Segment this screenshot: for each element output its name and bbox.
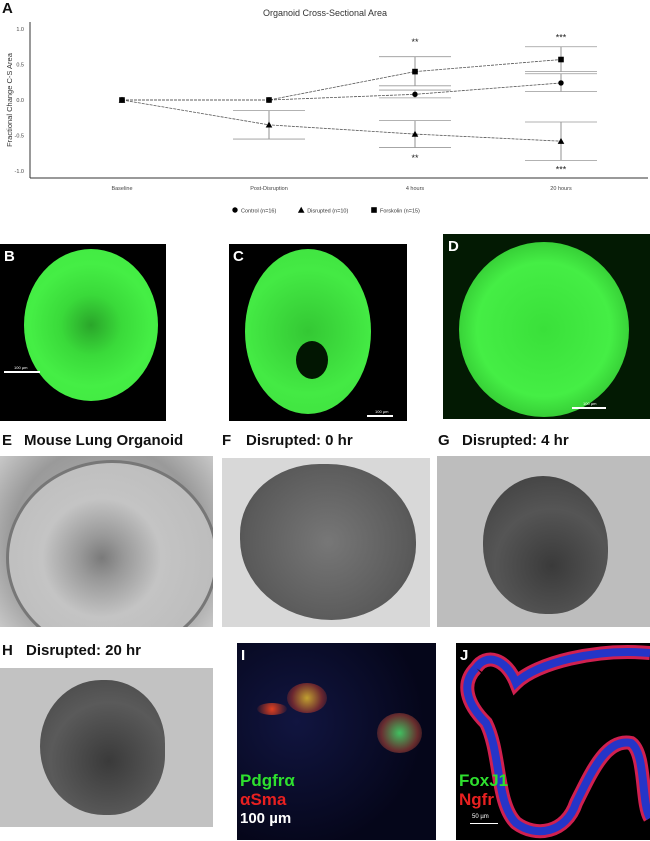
legend-label: Forskolin (n=15) [380, 209, 420, 215]
significance-label: ** [411, 37, 419, 47]
panel-label-f: F [222, 432, 232, 449]
panel-label-e: E [2, 432, 13, 449]
data-point-triangle [411, 130, 419, 137]
panel-label-c: C [233, 248, 244, 265]
y-axis-label: Fractional Change C-S Area [5, 52, 14, 147]
panel-e-image [0, 456, 213, 627]
panel-label-i: I [241, 647, 246, 664]
panel-b-image: 100 µm [0, 244, 166, 421]
legend-marker-circle [232, 207, 238, 213]
panel-label-g: G [438, 432, 450, 449]
panel-e-title: Mouse Lung Organoid [24, 432, 184, 449]
significance-label: ** [411, 153, 419, 163]
data-point-circle [412, 91, 418, 98]
stain-label-asma: αSma [240, 790, 287, 809]
data-point-square [558, 56, 564, 63]
y-tick-label: 0.0 [16, 98, 24, 104]
data-point-square [266, 97, 272, 103]
legend-marker-triangle [297, 206, 305, 213]
panel-g-image [437, 456, 650, 627]
panel-j-image: FoxJ1 Ngfr 50 µm [456, 643, 650, 840]
panel-d-image: 100 µm [443, 234, 650, 419]
x-tick-label: Baseline [111, 186, 132, 192]
y-tick-label: -1.0 [15, 169, 24, 175]
scale-bar-c: 100 µm [375, 409, 389, 414]
chart-title: Organoid Cross-Sectional Area [263, 8, 387, 18]
stain-label-foxj1: FoxJ1 [459, 771, 509, 790]
data-point-circle [558, 80, 564, 86]
x-tick-label: Post-Disruption [250, 186, 288, 192]
y-tick-label: 1.0 [16, 27, 24, 33]
significance-label: *** [556, 165, 567, 175]
scale-bar-b: 100 µm [14, 365, 28, 370]
panel-f-title: Disrupted: 0 hr [246, 432, 353, 449]
panel-label-j: J [460, 647, 469, 664]
scale-bar-j: 50 µm [472, 814, 489, 820]
panel-f-image [222, 458, 430, 627]
legend-label: Control (n=16) [241, 209, 276, 215]
panel-i-image: Pdgfrα αSma 100 µm [237, 643, 436, 840]
panel-h-title: Disrupted: 20 hr [26, 642, 142, 659]
series-line-square [122, 59, 562, 101]
scale-bar-d: 100 µm [583, 401, 597, 406]
data-point-triangle [265, 121, 273, 128]
stain-label-pdgfra: Pdgfrα [240, 771, 295, 790]
significance-label: *** [556, 33, 567, 43]
legend-marker-square [371, 207, 377, 213]
panel-label-b: B [4, 248, 15, 265]
line-chart: Organoid Cross-Sectional Area Fractional … [5, 8, 648, 215]
panel-label-h: H [2, 642, 13, 659]
y-tick-label: -0.5 [15, 134, 24, 140]
x-tick-label: 20 hours [550, 186, 572, 192]
epithelium-shape [460, 645, 650, 839]
y-tick-label: 0.5 [16, 63, 24, 69]
data-point-square [412, 68, 418, 75]
scale-bar-i: 100 µm [240, 810, 292, 827]
stain-label-ngfr: Ngfr [459, 790, 494, 809]
panel-label-a: A [2, 0, 13, 17]
data-point-square [119, 97, 125, 103]
panel-c-image: 100 µm [229, 244, 407, 421]
series-line-triangle [121, 99, 562, 142]
legend-label: Disrupted (n=10) [307, 209, 348, 215]
panel-h-image [0, 668, 213, 827]
data-point-triangle [557, 137, 565, 144]
x-tick-label: 4 hours [406, 186, 425, 192]
panel-label-d: D [448, 238, 459, 255]
panel-g-title: Disrupted: 4 hr [462, 432, 569, 449]
